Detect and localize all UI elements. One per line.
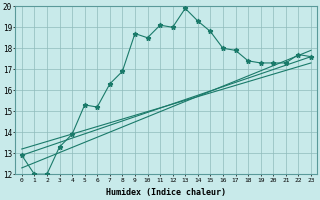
X-axis label: Humidex (Indice chaleur): Humidex (Indice chaleur)	[106, 188, 226, 197]
